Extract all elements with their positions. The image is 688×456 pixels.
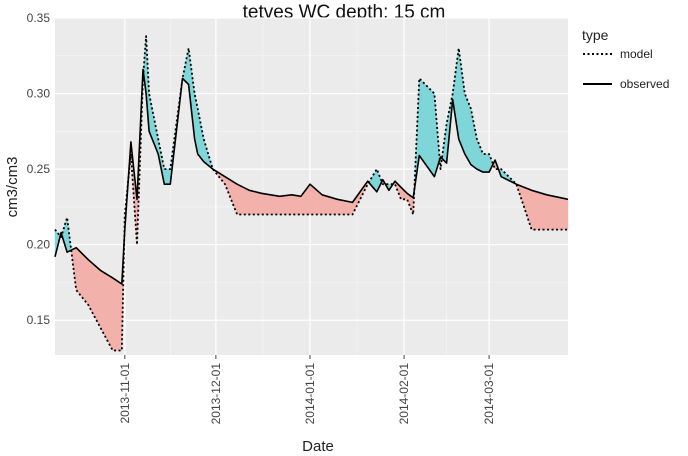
difference-area	[546, 194, 569, 230]
y-tick-label: 0.20	[27, 238, 51, 252]
series-lines	[54, 35, 569, 352]
legend: type model observed	[582, 27, 669, 91]
y-tick-label: 0.25	[27, 162, 51, 176]
x-tick-label: 2013-12-01	[209, 363, 223, 425]
difference-area	[291, 194, 302, 215]
observed-series-line	[54, 68, 569, 285]
y-axis-title: cm3/cm3	[4, 157, 21, 218]
y-tick-label: 0.30	[27, 87, 51, 101]
difference-area	[531, 190, 547, 230]
difference-area	[482, 153, 490, 173]
legend-label-observed: observed	[620, 77, 669, 91]
x-axis-title: Date	[302, 438, 334, 455]
x-tick-label: 2014-03-01	[482, 363, 496, 425]
y-tick-label: 0.15	[27, 313, 51, 327]
x-axis-ticks: 2013-11-01 2013-12-01 2014-01-01 2014-02-01…	[118, 355, 496, 424]
difference-area	[279, 194, 292, 215]
difference-area	[112, 277, 122, 351]
y-tick-label: 0.35	[27, 11, 51, 25]
y-axis-ticks: 0.15 0.20 0.25 0.30 0.35	[27, 11, 51, 327]
x-tick-label: 2013-11-01	[118, 363, 132, 424]
x-tick-label: 2014-02-01	[397, 363, 411, 425]
grid-lines	[55, 17, 568, 355]
legend-label-model: model	[620, 47, 653, 61]
x-tick-label: 2014-01-01	[303, 363, 317, 425]
difference-area	[164, 168, 171, 185]
legend-title: type	[582, 27, 609, 43]
difference-area	[249, 190, 262, 215]
